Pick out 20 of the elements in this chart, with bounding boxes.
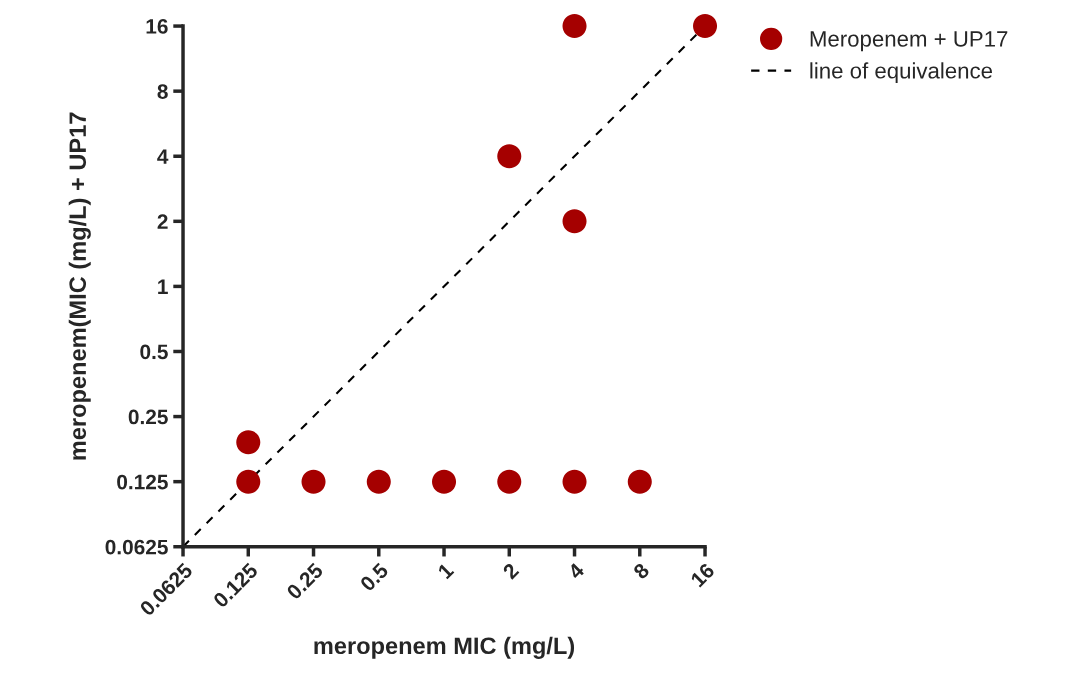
y-tick-label: 4 bbox=[157, 149, 169, 164]
x-tick-label: 4 bbox=[567, 561, 586, 580]
y-tick-label: 1 bbox=[158, 279, 168, 294]
y-tick-label: 8 bbox=[157, 84, 168, 99]
y-tick-label: 0.5 bbox=[140, 344, 168, 360]
x-tick-label: 0.5 bbox=[359, 562, 390, 593]
x-tick-label: 8 bbox=[632, 562, 651, 580]
x-tick-label: 16 bbox=[689, 562, 716, 588]
y-tick-label: 0.125 bbox=[117, 474, 168, 490]
legend-label: line of equivalence bbox=[810, 62, 993, 83]
y-tick-label: 16 bbox=[146, 19, 168, 34]
y-tick-label: 2 bbox=[157, 214, 168, 229]
x-tick-label: 2 bbox=[501, 562, 520, 580]
x-tick-label: 0.25 bbox=[285, 562, 324, 601]
x-axis-title: meropenem MIC (mg/L) bbox=[314, 636, 575, 659]
y-axis-title: meropenem(MIC (mg/L) + UP17 bbox=[68, 112, 91, 460]
y-tick-label: 0.25 bbox=[128, 409, 168, 425]
x-tick-label: 1 bbox=[437, 562, 455, 580]
y-tick-label: 0.0625 bbox=[105, 539, 168, 555]
legend-label: Meropenem + UP17 bbox=[810, 31, 1008, 52]
